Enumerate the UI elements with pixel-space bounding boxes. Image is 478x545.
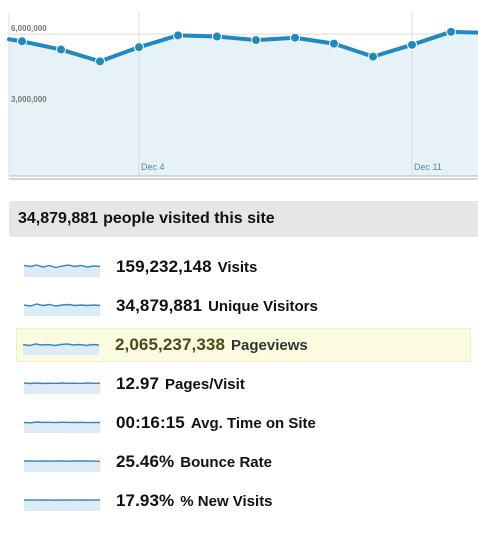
metric-avg-time-on-site[interactable]: 00:16:15 Avg. Time on Site [18, 406, 473, 440]
sparkline-fill [24, 422, 100, 433]
metric-value: 25.46% [116, 452, 175, 471]
sparkline-line [24, 303, 100, 307]
sparkline-fill [24, 383, 100, 394]
sparkline-line [23, 343, 99, 347]
sparkline-line [24, 264, 100, 269]
data-point [212, 31, 222, 42]
sparkline-icon [24, 264, 100, 277]
y-tick-label: 6,000,000 [11, 24, 47, 34]
data-point [251, 35, 261, 46]
summary-text: people visited this site [103, 210, 275, 227]
metric-value: 17.93% [116, 491, 175, 510]
data-point [290, 32, 300, 43]
metric-bounce-rate[interactable]: 25.46% Bounce Rate [18, 445, 473, 479]
sparkline-icon [24, 499, 100, 511]
sparkline-line [24, 382, 100, 385]
data-point [446, 26, 456, 37]
sparkline-icon [24, 460, 100, 472]
sparkline-icon [24, 421, 100, 433]
metric-value: 159,232,148 [116, 257, 212, 276]
summary-count: 34,879,881 [18, 210, 99, 227]
data-point [368, 51, 378, 62]
sparkline-fill [23, 344, 99, 355]
metric-label: Pageviews [231, 336, 308, 354]
data-point [134, 42, 144, 53]
sparkline-line [24, 421, 100, 424]
x-tick-label: Dec 11 [414, 162, 442, 172]
metric-value: 34,879,881 [116, 296, 203, 315]
metric-label: Pages/Visit [165, 375, 245, 393]
sparkline-fill [24, 265, 100, 277]
data-point [95, 56, 105, 67]
data-point [173, 30, 183, 41]
metric-value: 2,065,237,338 [115, 335, 226, 354]
metric-unique-visitors[interactable]: 34,879,881 Unique Visitors [18, 289, 473, 323]
data-point [407, 39, 417, 50]
metric-label: Unique Visitors [208, 297, 318, 315]
y-tick-label: 3,000,000 [11, 95, 47, 105]
metric-new-visits[interactable]: 17.93% % New Visits [18, 484, 473, 518]
visits-chart-svg [7, 12, 478, 180]
metric-label: Visits [217, 258, 258, 276]
sparkline-icon [24, 303, 100, 316]
metric-visits[interactable]: 159,232,148 Visits [18, 250, 473, 284]
metric-label: Avg. Time on Site [190, 414, 316, 432]
metric-pages-per-visit[interactable]: 12.97 Pages/Visit [18, 367, 473, 401]
metric-pageviews[interactable]: 2,065,237,338 Pageviews [16, 328, 471, 362]
sparkline-fill [24, 461, 100, 472]
visits-chart: 6,000,000 3,000,000 Dec 4 Dec 11 [0, 0, 478, 186]
metric-value: 00:16:15 [116, 413, 185, 432]
visitor-summary: 34,879,881 people visited this site [9, 201, 478, 237]
sparkline-icon [23, 343, 99, 355]
data-point [17, 36, 27, 47]
series-line [7, 29, 478, 64]
sparkline-fill [24, 500, 100, 511]
sparkline-fill [24, 304, 100, 316]
data-point [329, 38, 339, 49]
sparkline-icon [24, 382, 100, 394]
metric-value: 12.97 [116, 374, 160, 393]
area-fill [9, 31, 478, 176]
metric-label: Bounce Rate [180, 453, 272, 471]
x-tick-label: Dec 4 [141, 162, 165, 172]
data-point [56, 44, 66, 55]
metric-label: % New Visits [180, 492, 273, 510]
